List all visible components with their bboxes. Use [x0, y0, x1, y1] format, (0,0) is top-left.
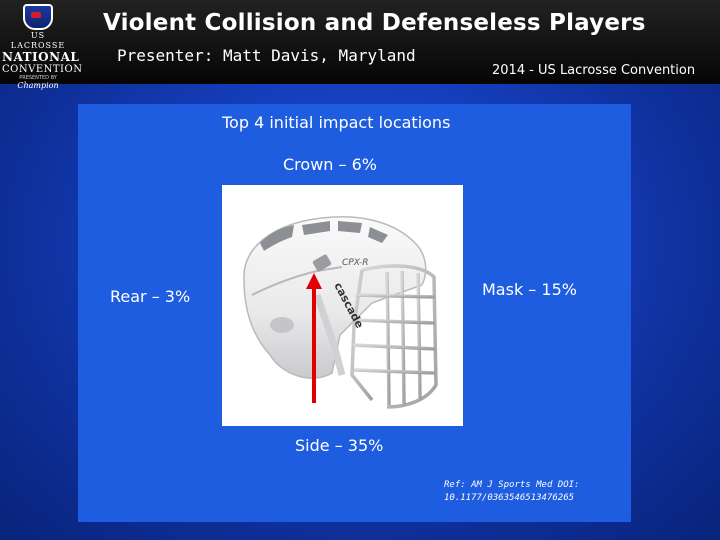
conference-text: 2014 - US Lacrosse Convention — [492, 63, 696, 78]
logo-text-presented-by: PRESENTED BY — [19, 75, 57, 81]
heading-impact-locations: Top 4 initial impact locations — [222, 113, 451, 132]
logo-text-us-lacrosse: US LACROSSE — [10, 31, 66, 50]
presenter-text: Presenter: Matt Davis, Maryland — [117, 46, 416, 65]
us-lacrosse-logo: US LACROSSE NATIONAL CONVENTION PRESENTE… — [2, 2, 83, 90]
header-bar: US LACROSSE NATIONAL CONVENTION PRESENTE… — [0, 0, 720, 90]
reference-line-2: 10.1177/0363546513476265 — [444, 493, 575, 503]
lacrosse-helmet-icon: CPX-R cascade — [243, 215, 438, 409]
logo-text-national: NATIONAL — [2, 50, 80, 64]
arrow-up-icon — [306, 273, 322, 289]
helmet-brand-text: CPX-R — [342, 258, 369, 268]
slide-title: Violent Collision and Defenseless Player… — [103, 10, 646, 36]
reference-citation: Ref: AM J Sports Med DOI: 10.1177/036354… — [444, 479, 624, 505]
label-mask: Mask – 15% — [482, 280, 577, 299]
label-rear: Rear – 3% — [110, 287, 191, 306]
shield-icon — [23, 4, 53, 30]
logo-text-champion: Champion — [17, 81, 59, 90]
logo-text-convention: CONVENTION — [2, 64, 83, 75]
label-side: Side – 35% — [295, 436, 384, 455]
helmet-photo: CPX-R cascade — [222, 185, 463, 426]
label-crown: Crown – 6% — [283, 155, 377, 174]
reference-line-1: Ref: AM J Sports Med DOI: — [444, 480, 580, 490]
